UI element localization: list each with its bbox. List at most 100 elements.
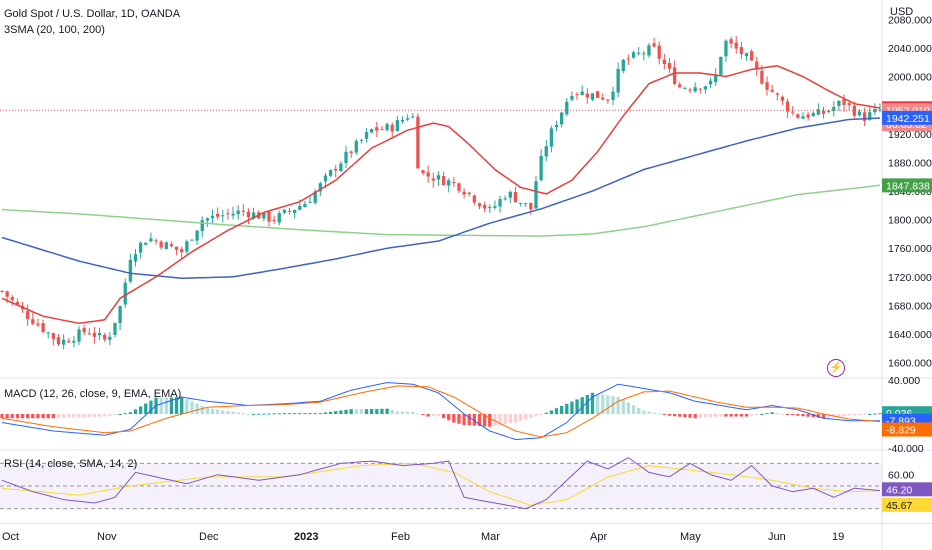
candle-body [226, 213, 230, 215]
candle-body [837, 100, 841, 106]
rsi-tick-label: 60.00 [888, 470, 914, 482]
macd-histogram-bar [724, 414, 728, 417]
macd-histogram-bar [5, 414, 9, 419]
macd-histogram-bar [405, 411, 410, 414]
sma200-line [1, 184, 881, 237]
candle-body [493, 206, 497, 208]
macd-histogram-bar [277, 413, 281, 415]
candle-body [631, 52, 636, 58]
macd-histogram-bar [621, 399, 625, 414]
macd-histogram-bar [503, 414, 507, 425]
candle-body [405, 118, 410, 120]
rsi-legend[interactable]: RSI (14, close, SMA, 14, 2) [4, 458, 138, 470]
macd-histogram-bar [421, 414, 425, 415]
candle-body [616, 68, 620, 93]
macd-histogram-bar [780, 413, 785, 415]
macd-legend[interactable]: MACD (12, 26, close, 9, EMA, EMA) [4, 388, 182, 400]
candle-body [637, 52, 641, 54]
candle-body [518, 202, 523, 204]
macd-histogram-bar [688, 414, 692, 418]
macd-histogram-bar [31, 414, 35, 419]
candle-body [246, 211, 251, 218]
candle-body [31, 319, 35, 324]
candle-body [570, 95, 574, 100]
macd-histogram-bar [61, 414, 66, 418]
time-tick-label: Mar [481, 531, 500, 543]
candle-body [241, 210, 245, 212]
candle-body [534, 181, 538, 209]
price-tick-label: 1880.000 [888, 157, 932, 169]
candle-body [164, 242, 168, 250]
macd-histogram-bar [164, 397, 168, 414]
candle-body [200, 220, 204, 232]
macd-histogram-bar [51, 414, 56, 419]
candle-body [354, 140, 358, 153]
candle-body [123, 282, 127, 305]
time-tick-label: Jun [768, 531, 786, 543]
candle-body [36, 323, 40, 326]
price-tag-label: 1847.838 [886, 180, 930, 192]
macd-histogram-bar [826, 414, 831, 418]
macd-histogram-bar [498, 414, 502, 426]
rsi-ma-line [1, 462, 881, 506]
time-tick-label: Feb [391, 531, 410, 543]
rsi-tag-label: 46.20 [886, 484, 912, 496]
symbol-title[interactable]: Gold Spot / U.S. Dollar, 1D, OANDA [4, 8, 181, 20]
candle-body [447, 180, 451, 186]
macd-histogram-bar [385, 408, 389, 414]
candle-body [729, 39, 733, 44]
macd-histogram-bar [272, 413, 276, 415]
time-tick-label: May [680, 531, 701, 543]
macd-histogram-bar [308, 413, 312, 415]
macd-histogram-bar [328, 411, 333, 414]
candle-body [703, 86, 708, 90]
candle-body [308, 201, 312, 203]
macd-histogram-bar [601, 394, 605, 414]
candle-body [693, 87, 697, 92]
time-tick-label: 19 [832, 531, 844, 543]
macd-histogram-bar [241, 413, 245, 415]
candle-body [26, 311, 30, 319]
candle-body [698, 88, 702, 90]
macd-histogram-bar [26, 414, 30, 419]
macd-histogram-bar [349, 409, 353, 414]
candle-body [118, 306, 122, 324]
candle-body [323, 175, 328, 182]
candle-body [390, 124, 394, 132]
macd-histogram-bar [339, 410, 343, 414]
candle-body [873, 108, 877, 113]
currency-label[interactable]: USD [890, 6, 914, 18]
macd-histogram-bar [837, 414, 841, 417]
candle-body [595, 91, 600, 98]
candle-body [205, 218, 210, 221]
macd-histogram-bar [770, 412, 774, 414]
macd-histogram-bar [447, 414, 451, 421]
candle-body [41, 323, 45, 332]
macd-histogram-bar [760, 414, 764, 415]
candle-body [416, 116, 420, 169]
macd-histogram-bar [678, 414, 682, 417]
macd-histogram-bar [77, 414, 81, 418]
macd-histogram-bar [108, 414, 112, 416]
macd-histogram-bar [236, 412, 240, 414]
macd-histogram-bar [452, 414, 456, 423]
candle-body [791, 111, 795, 113]
macd-histogram-bar [744, 414, 749, 417]
candle-body [678, 84, 682, 88]
macd-histogram-bar [647, 411, 651, 414]
macd-histogram-bar [785, 414, 790, 415]
sma-legend[interactable]: 3SMA (20, 100, 200) [4, 24, 105, 36]
lightning-icon[interactable]: ⚡ [827, 359, 845, 377]
macd-histogram-bar [364, 409, 369, 414]
candle-body [847, 103, 851, 106]
macd-histogram-bar [791, 414, 795, 416]
macd-histogram-bar [626, 402, 631, 414]
macd-line [1, 382, 880, 441]
macd-histogram-bar [431, 414, 435, 417]
candle-body [662, 59, 667, 64]
candle-body [539, 155, 543, 181]
macd-histogram-bar [508, 414, 512, 424]
macd-histogram-bar [370, 409, 374, 414]
macd-histogram-bar [298, 413, 302, 415]
